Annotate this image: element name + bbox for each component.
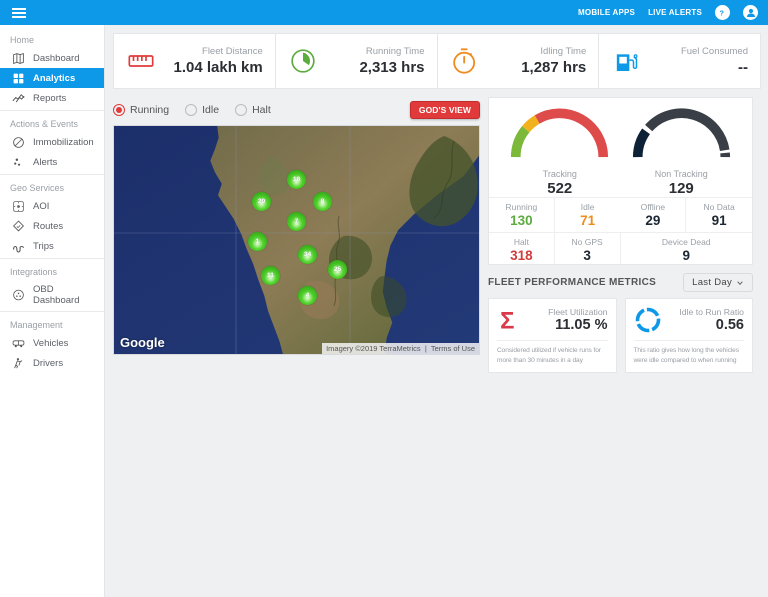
svg-text:?: ? [720, 8, 725, 17]
svg-text:Σ: Σ [500, 308, 514, 333]
